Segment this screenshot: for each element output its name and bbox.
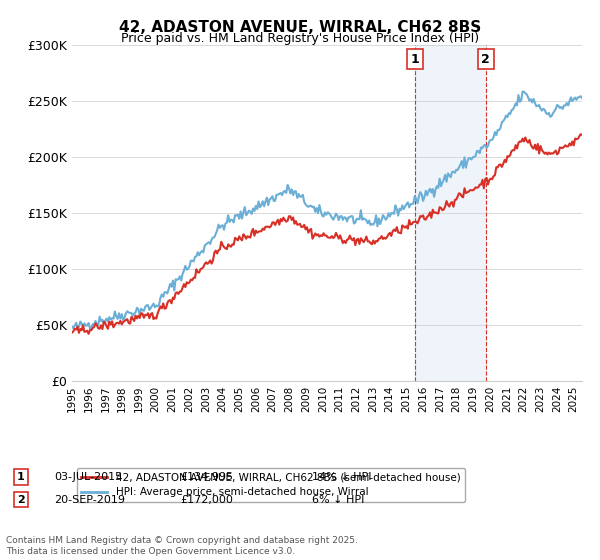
Text: 6% ↓ HPI: 6% ↓ HPI [312,494,364,505]
Bar [415,45,486,381]
Text: Price paid vs. HM Land Registry's House Price Index (HPI): Price paid vs. HM Land Registry's House … [121,32,479,45]
Text: 14% ↓ HPI: 14% ↓ HPI [312,472,371,482]
Text: £134,995: £134,995 [180,472,233,482]
Legend: 42, ADASTON AVENUE, WIRRAL, CH62 8BS (semi-detached house), HPI: Average price, : 42, ADASTON AVENUE, WIRRAL, CH62 8BS (se… [77,468,464,502]
Text: 2: 2 [481,53,490,66]
Text: 1: 1 [17,472,25,482]
Text: 2: 2 [17,494,25,505]
Text: 03-JUL-2015: 03-JUL-2015 [54,472,122,482]
Text: 42, ADASTON AVENUE, WIRRAL, CH62 8BS: 42, ADASTON AVENUE, WIRRAL, CH62 8BS [119,20,481,35]
Text: Contains HM Land Registry data © Crown copyright and database right 2025.
This d: Contains HM Land Registry data © Crown c… [6,536,358,556]
Text: £172,000: £172,000 [180,494,233,505]
Text: 20-SEP-2019: 20-SEP-2019 [54,494,125,505]
Text: 1: 1 [410,53,419,66]
